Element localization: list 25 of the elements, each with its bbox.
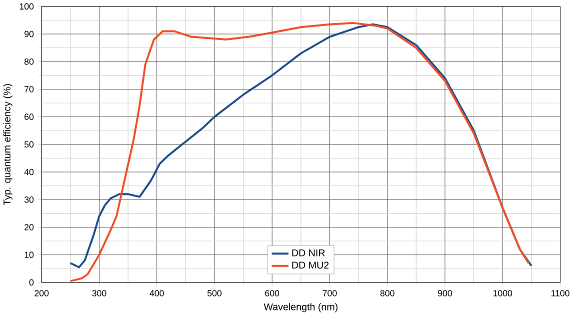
y-tick-label: 50 — [24, 142, 34, 148]
y-axis-title: Typ. quantum efficiency (%) — [3, 84, 12, 206]
x-tick-label: 900 — [438, 290, 452, 297]
x-tick-label: 600 — [265, 290, 280, 297]
y-tick-label: 10 — [24, 252, 34, 258]
y-tick-label: 70 — [24, 86, 34, 93]
legend-label: DD NIR — [292, 250, 325, 257]
y-tick-label: 20 — [24, 224, 34, 231]
x-axis-title: Wavelength (nm) — [264, 303, 338, 312]
y-tick-label: 90 — [24, 31, 34, 38]
y-tick-label: 0 — [29, 280, 34, 286]
y-tick-label: 60 — [24, 114, 34, 120]
x-tick-label: 1100 — [551, 290, 570, 297]
x-tick-label: 400 — [150, 290, 164, 297]
x-tick-label: 800 — [380, 290, 394, 297]
x-tick-label: 200 — [34, 290, 49, 297]
y-tick-label: 40 — [24, 169, 34, 176]
y-tick-label: 80 — [24, 58, 34, 65]
x-tick-label: 300 — [92, 290, 106, 297]
y-tick-label: 100 — [20, 4, 34, 10]
x-tick-label: 500 — [207, 290, 222, 297]
y-tick-label: 30 — [24, 196, 34, 203]
legend-label: DD MU2 — [292, 262, 329, 269]
x-tick-label: 1000 — [493, 290, 512, 297]
x-tick-label: 700 — [322, 290, 337, 297]
